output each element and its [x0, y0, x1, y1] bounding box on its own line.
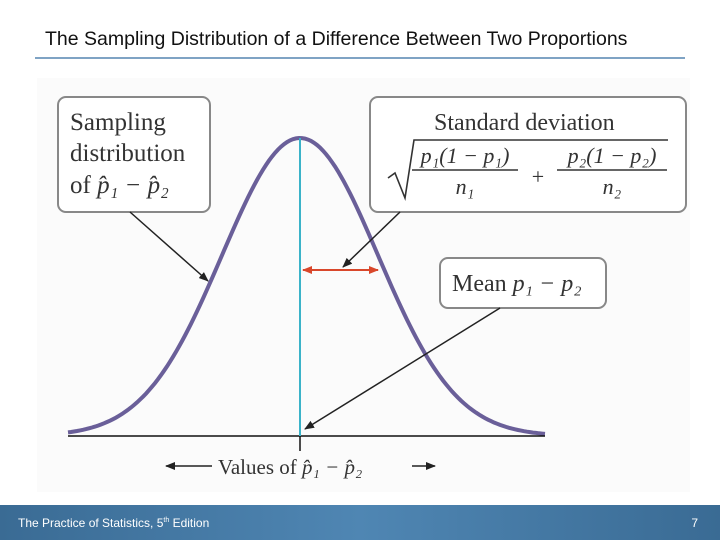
footer-edition: Edition: [172, 516, 210, 530]
page-number: 7: [691, 516, 698, 530]
footer-source: The Practice of Statistics, 5th Edition: [18, 516, 209, 530]
box-text: distribution: [70, 140, 186, 167]
radical: [387, 139, 668, 202]
box-text: of: [70, 172, 92, 199]
axis-label: Values of p̂₁ − p̂₂: [218, 455, 362, 479]
math: +: [532, 164, 544, 189]
pointer-arrow: [304, 307, 501, 430]
box-text: Sampling: [70, 109, 166, 136]
math: p₂(1 − p₂): [566, 143, 657, 168]
math: p̂₁ − p̂₂: [95, 172, 169, 199]
pointer-arrow: [129, 211, 209, 282]
math: n₂: [603, 174, 622, 199]
math: n₁: [456, 174, 475, 199]
box-text: Mean p₁ − p₂: [452, 271, 582, 297]
footer-band: The Practice of Statistics, 5th Edition …: [0, 505, 720, 540]
box-text: of p̂₁ − p̂₂: [70, 172, 169, 199]
axis-label: of: [279, 455, 297, 479]
slide-title: The Sampling Distribution of a Differenc…: [45, 28, 628, 50]
mean-box: [439, 257, 607, 309]
box-title: Standard deviation: [434, 110, 615, 136]
axis-label: Values: [218, 455, 274, 479]
footer-superscript: th: [163, 517, 170, 524]
math: p̂₁ − p̂₂: [300, 455, 362, 479]
box-text: Mean: [452, 271, 507, 297]
sampling-box: [57, 96, 211, 213]
title-rule: [35, 57, 685, 59]
pointer-arrow: [342, 211, 401, 268]
sd-box: [369, 96, 687, 213]
footer-source: The Practice of Statistics, 5: [18, 516, 164, 530]
math: p₁ − p₂: [511, 271, 582, 297]
bell-curve: [67, 135, 546, 436]
diagram: Sampling distribution of p̂₁ − p̂₂ Stand…: [57, 96, 687, 479]
math: p₁(1 − p₁): [419, 143, 510, 168]
